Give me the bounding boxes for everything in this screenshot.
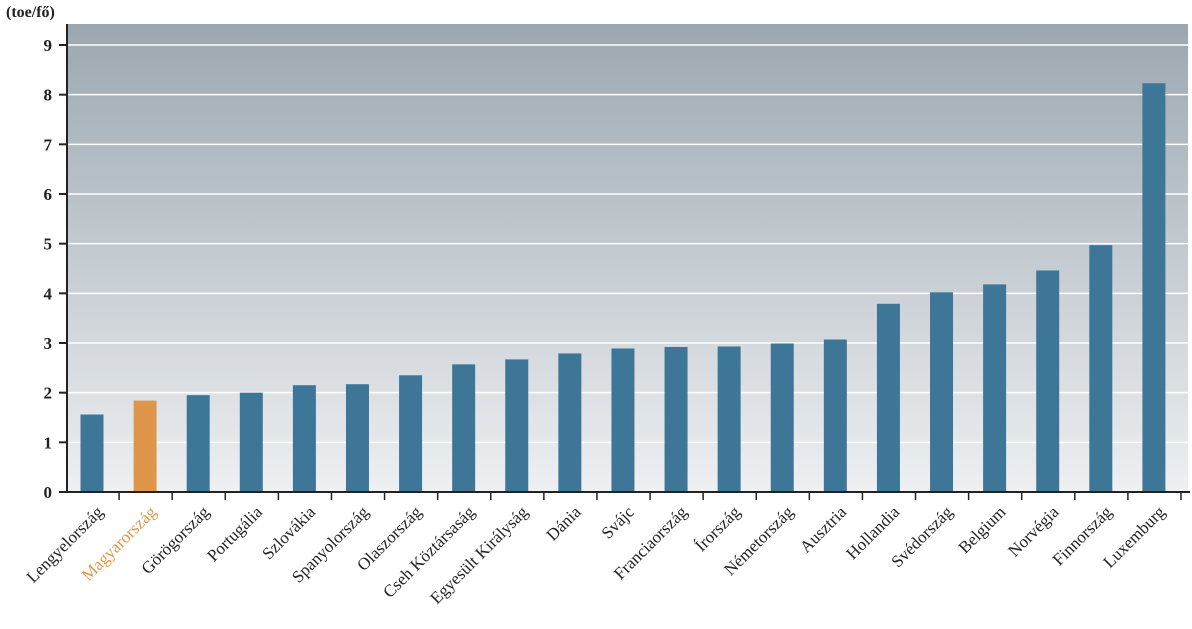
bar-7 [452, 364, 476, 492]
bar-17 [983, 284, 1007, 492]
x-tick-label-14: Ausztria [796, 502, 850, 556]
x-tick-labels: LengyelországMagyarországGörögországPort… [23, 502, 1169, 608]
bar-16 [930, 292, 954, 492]
bar-13 [770, 343, 794, 492]
y-tick-label-8: 8 [44, 86, 53, 105]
y-axis-label: (toe/fő) [6, 4, 55, 21]
bar-11 [664, 346, 688, 492]
bar-9 [558, 353, 582, 492]
bar-6 [399, 375, 423, 492]
bar-5 [345, 384, 369, 492]
bar-1 [133, 400, 157, 492]
x-tick-label-7: Cseh Köztársaság [379, 502, 479, 602]
bar-3 [239, 392, 263, 492]
y-tick-labels: 0 1 2 3 4 5 6 7 8 9 [44, 36, 53, 502]
bar-10 [611, 348, 635, 492]
x-tick-label-17: Belgium [955, 502, 1010, 557]
y-tick-label-1: 1 [44, 433, 53, 452]
bar-12 [717, 346, 741, 492]
y-tick-label-2: 2 [44, 384, 53, 403]
bar-8 [505, 359, 529, 492]
bar-0 [80, 414, 104, 492]
x-tick-label-10: Svájc [598, 502, 638, 542]
y-tick-label-3: 3 [44, 334, 53, 353]
bar-19 [1089, 245, 1113, 492]
x-tick-label-3: Portugália [203, 502, 266, 565]
bar-4 [292, 385, 316, 492]
bar-2 [186, 395, 210, 492]
y-tick-label-0: 0 [44, 483, 53, 502]
bar-20 [1142, 83, 1166, 492]
y-tick-label-6: 6 [44, 185, 53, 204]
y-tick-label-4: 4 [44, 284, 53, 303]
x-tick-label-8: Egyesült Királyság [426, 502, 532, 608]
bar-18 [1036, 270, 1060, 492]
y-tick-label-7: 7 [44, 135, 53, 154]
y-tick-label-5: 5 [44, 235, 53, 254]
bar-15 [876, 303, 900, 492]
x-tick-label-12: Írország [691, 502, 744, 555]
bars [80, 83, 1166, 492]
y-tick-label-9: 9 [44, 36, 53, 55]
x-tick-label-9: Dánia [543, 502, 585, 544]
axes [59, 24, 1190, 500]
bar-14 [823, 339, 847, 492]
